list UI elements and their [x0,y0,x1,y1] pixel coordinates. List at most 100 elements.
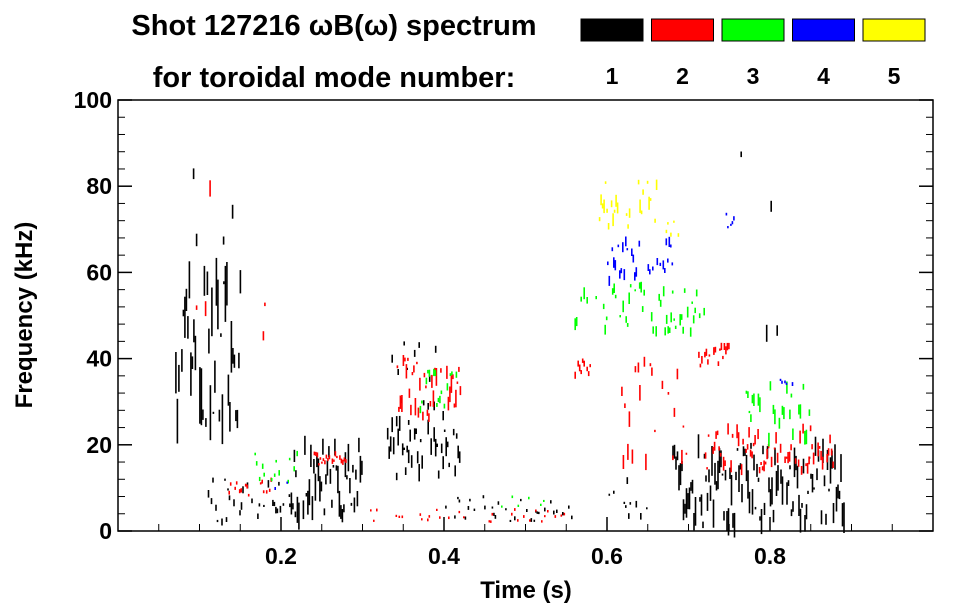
mode-1-mark [745,454,748,482]
mode-4-region-1 [725,212,735,229]
mode-1-mark [726,511,728,532]
mode-1-mark [275,506,277,514]
mode-1-mark [442,456,444,470]
mode-5-series [598,179,680,237]
mode-1-mark [416,451,419,464]
mode-1-mark [805,504,808,520]
mode-1-mark [292,503,294,510]
mode-2-mark [809,425,812,432]
mode-1-mark [777,465,779,491]
mode-1-mark [829,457,832,484]
mode-1-mark [625,505,627,508]
mode-1-mark [293,449,296,462]
mode-5-mark [627,224,629,229]
x-tick-label: 0.4 [428,543,460,569]
mode-1-mark [705,475,707,482]
chart-title-line1: Shot 127216 ωB(ω) spectrum [131,10,536,42]
legend-swatch-mode-4 [792,18,855,42]
mode-1-mark [209,385,212,441]
mode-3-mark [783,407,785,420]
mode-1-mark [203,265,206,296]
mode-1-mark [708,469,710,483]
mode-1-mark [467,506,470,510]
mode-3-mark [261,463,264,469]
mode-2-mark [799,430,801,444]
mode-5-mark [654,218,656,223]
mode-2-mark [717,361,720,366]
mode-1-mark [403,447,405,450]
mode-1-mark [181,349,183,372]
mode-1-mark [801,503,803,508]
mode-1-mark [556,509,558,513]
mode-1-mark [678,465,680,491]
mode-1-mark [413,428,416,440]
mode-3-mark [698,313,701,319]
mode-2-mark [817,442,819,457]
mode-2-mark [449,386,451,403]
mode-4-mark [608,275,611,286]
mode-1-mark [744,448,746,456]
mode-1-mark [386,427,389,440]
mode-1-mark [787,480,790,486]
mode-1-mark [227,488,229,491]
mode-2-mark [541,520,543,523]
mode-4-mark [632,254,635,263]
mode-1-mark [257,513,259,519]
mode-1-mark [418,464,420,482]
mode-1-mark [608,493,611,496]
mode-1-mark [776,325,778,336]
mode-1-mark [304,435,306,455]
mode-1-mark [215,257,218,306]
mode-1-mark [361,460,363,475]
y-tick-label: 40 [86,346,112,372]
mode-4-mark [652,266,654,271]
mode-2-mark [340,458,343,464]
mode-1-mark [628,513,630,519]
mode-2-mark [705,348,708,356]
mode-3-mark [643,289,645,296]
mode-2-mark [699,363,702,368]
mode-1-mark [410,455,413,468]
mode-1-mark [768,477,770,493]
mode-2-mark [439,516,441,519]
mode-2-mark [234,486,236,490]
mode-2-mark [682,425,685,428]
mode-1-mark [544,507,546,512]
mode-3-mark [664,327,666,336]
mode-1-mark [469,498,471,502]
mode-3-mark [427,369,429,374]
mode-1-mark [493,512,495,516]
mode-2-mark [535,509,537,512]
mode-3-mark [670,312,672,323]
mode-5-mark [628,208,631,218]
mode-1-mark [446,441,449,448]
mode-1-mark [175,352,177,394]
mode-5-mark [612,213,614,227]
mode-2-mark [827,448,830,456]
mode-1-mark [536,511,539,514]
mode-3-mark [543,499,545,502]
mode-2-mark [736,424,738,439]
mode-2-mark [343,457,346,462]
mode-1-mark [229,402,231,432]
mode-3-mark [425,377,428,385]
mode-2-mark [262,490,265,494]
mode-1-mark [298,502,300,530]
mode-1-mark [215,504,217,511]
mode-2-mark [779,443,782,453]
mode-4-mark [668,236,671,247]
mode-1-mark [484,505,486,510]
mode-2-mark [402,355,405,366]
mode-4-mark [614,260,617,271]
mode-1-series [175,151,845,538]
mode-2-region-4 [396,355,462,422]
mode-2-mark [800,466,803,475]
mode-2-mark [404,357,406,362]
mode-1-mark [727,508,730,536]
mode-3-mark [790,393,793,398]
mode-1-mark [233,499,235,507]
mode-2-mark [490,520,492,523]
mode-2-mark [417,407,420,418]
mode-3-mark [628,292,630,304]
mode-2-region-7 [621,356,688,471]
